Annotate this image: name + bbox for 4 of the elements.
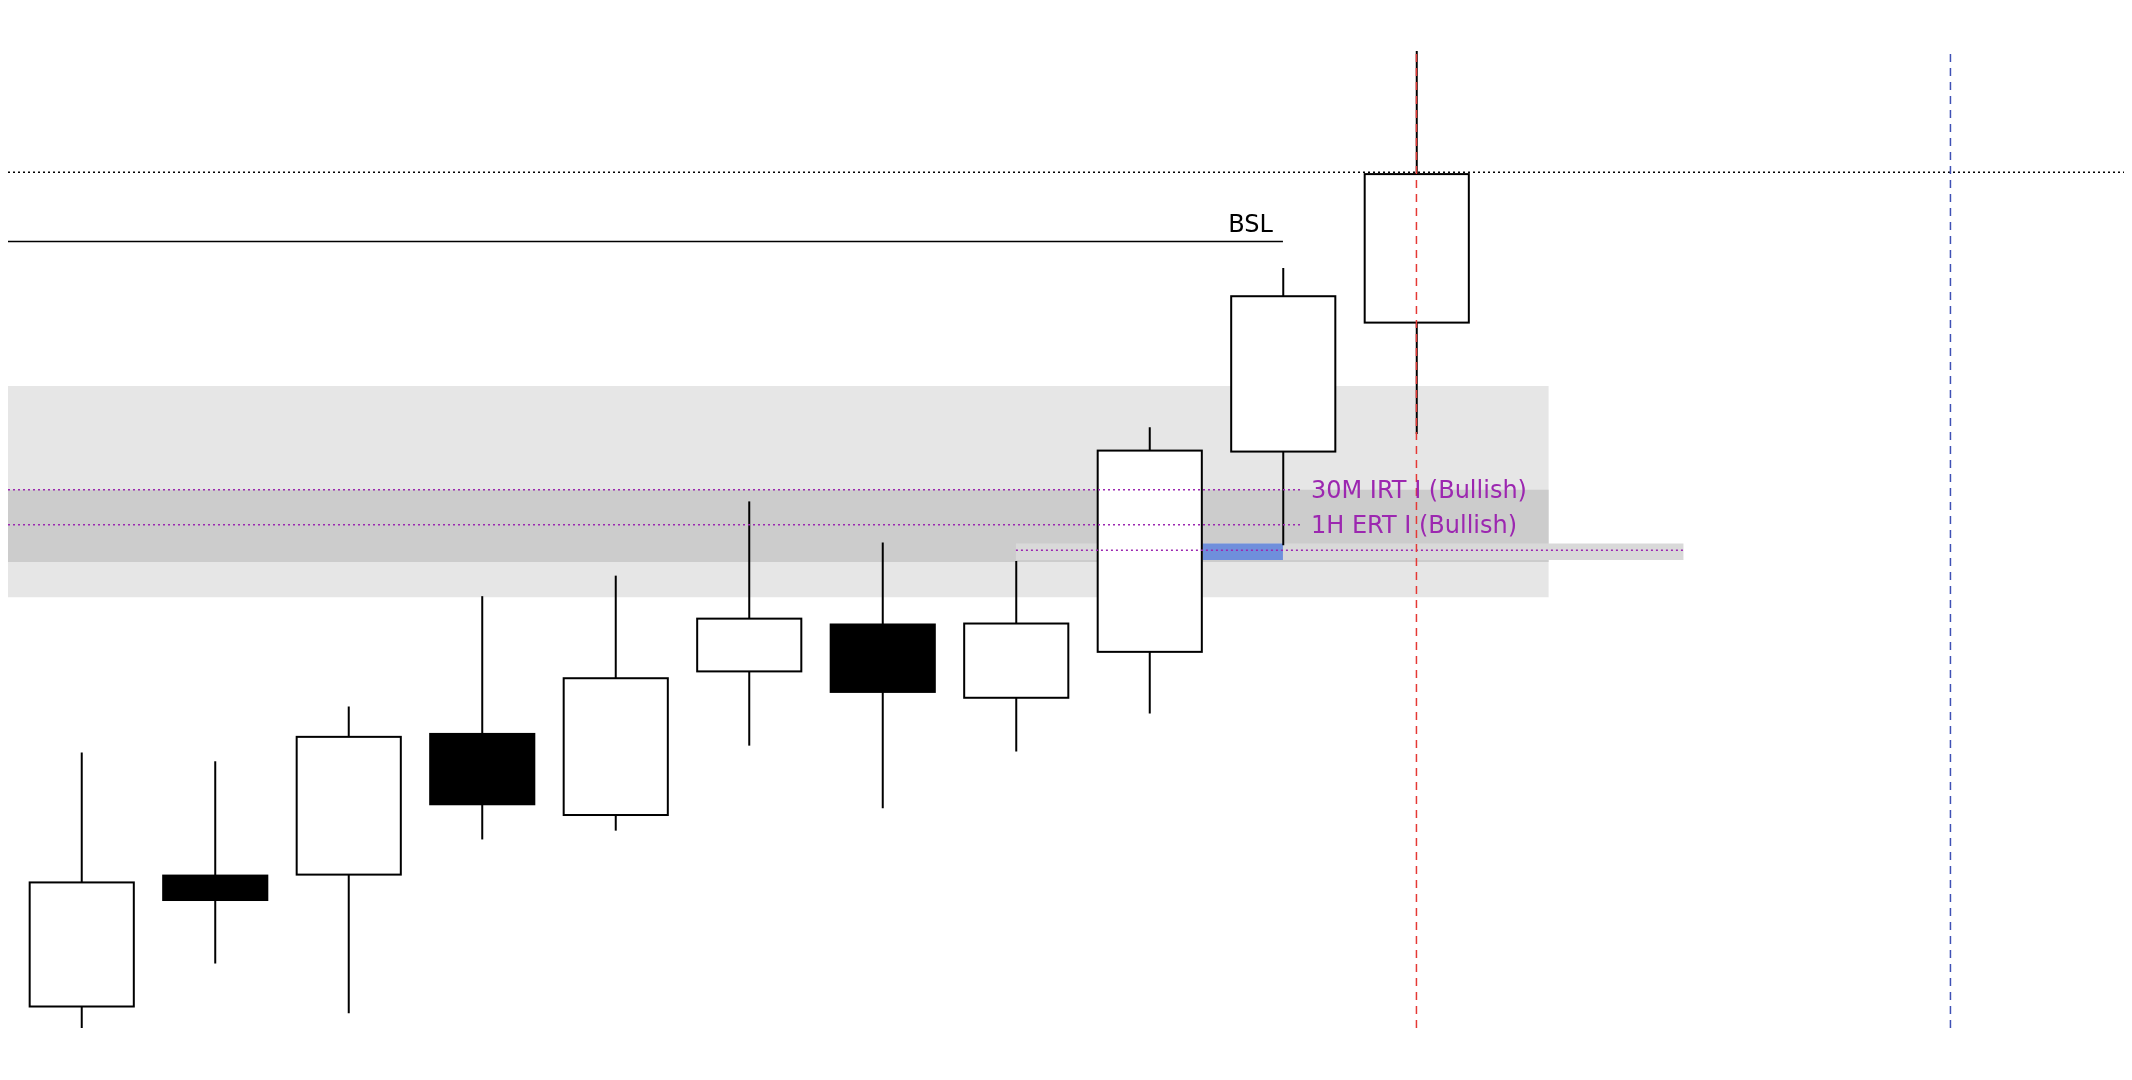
ref-line-label: BSL	[1228, 209, 1274, 238]
candlestick	[162, 760, 269, 965]
ref-line-label: 1H ERT I (Bullish)	[1310, 511, 1518, 540]
ref-line-label: 30M IRT I (Bullish)	[1310, 476, 1527, 505]
